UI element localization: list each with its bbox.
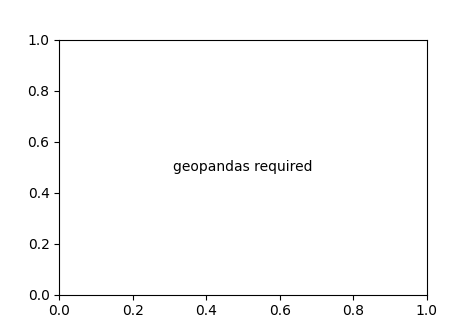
- Text: geopandas required: geopandas required: [173, 160, 313, 174]
